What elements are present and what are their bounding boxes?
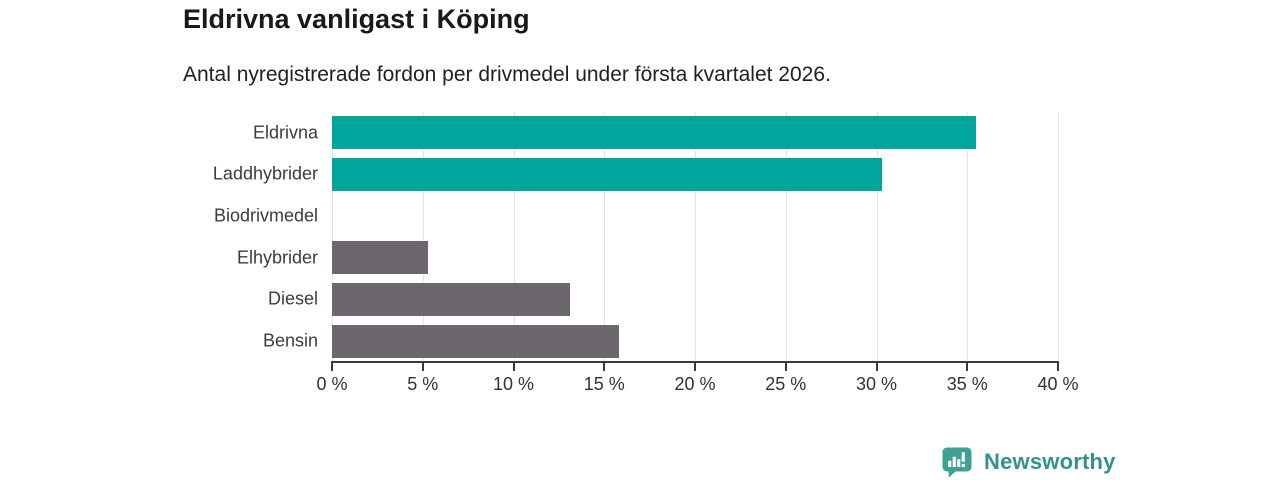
axis-tick [1057,363,1059,371]
chart-subtitle: Antal nyregistrerade fordon per drivmede… [183,63,831,86]
gridline [1058,112,1059,362]
axis-tick-label: 10 % [492,374,535,394]
gridline [513,112,515,362]
axis-tick [331,363,333,371]
bar-row: Elhybrider [237,237,1058,279]
category-label: Biodrivmedel [213,205,318,226]
plot-area: Eldrivna Laddhybrider Biodrivmedel Elhybrid… [213,112,1059,362]
bar [332,157,882,191]
category-label: Diesel [267,288,318,309]
newsworthy-logo-text: Newsworthy [984,449,1116,474]
axis-tick-label: 25 % [765,374,807,394]
gridline [604,112,606,362]
x-axis-line [331,361,1059,363]
chart-title: Eldrivna vanligast i Köping [183,4,530,34]
axis-tick-label: 20 % [674,374,716,394]
gridline [332,112,333,362]
bar [332,116,977,150]
gridline [695,112,696,362]
axis-tick-label: 40 % [1037,374,1079,394]
bar [332,282,570,316]
x-axis: 0 % 5 % 10 % 15 % 20 % 25 % 30 % 35 % 40 % [316,361,1079,401]
category-label: Elhybrider [236,247,318,268]
gridline [967,112,969,362]
axis-tick-label: 0 % [316,374,348,394]
axis-tick [512,363,515,371]
axis-tick [603,363,606,371]
gridline [785,112,787,362]
axis-tick-label: 30 % [855,374,898,394]
axis-tick [875,363,878,371]
newsworthy-logo: Newsworthy [941,446,1116,478]
axis-tick [694,363,696,371]
axis-tick-label: 35 % [946,374,988,394]
gridline [876,112,878,362]
bar-row: Diesel [268,279,1058,321]
category-label: Laddhybrider [212,163,318,184]
bar-row: Eldrivna [253,112,1058,154]
bar-row: Bensin [263,320,1058,362]
bar-row: Biodrivmedel [214,195,1058,237]
axis-tick-label: 15 % [583,374,625,394]
bar-row: Laddhybrider [213,154,1058,196]
axis-tick [421,363,424,371]
bar [332,324,619,358]
newsworthy-logo-icon [942,447,972,478]
axis-tick [966,363,969,371]
bar [332,241,429,275]
category-label: Eldrivna [252,122,318,143]
category-label: Bensin [262,330,318,351]
gridline [422,112,424,362]
axis-tick [784,363,787,371]
axis-tick-label: 5 % [407,374,439,394]
